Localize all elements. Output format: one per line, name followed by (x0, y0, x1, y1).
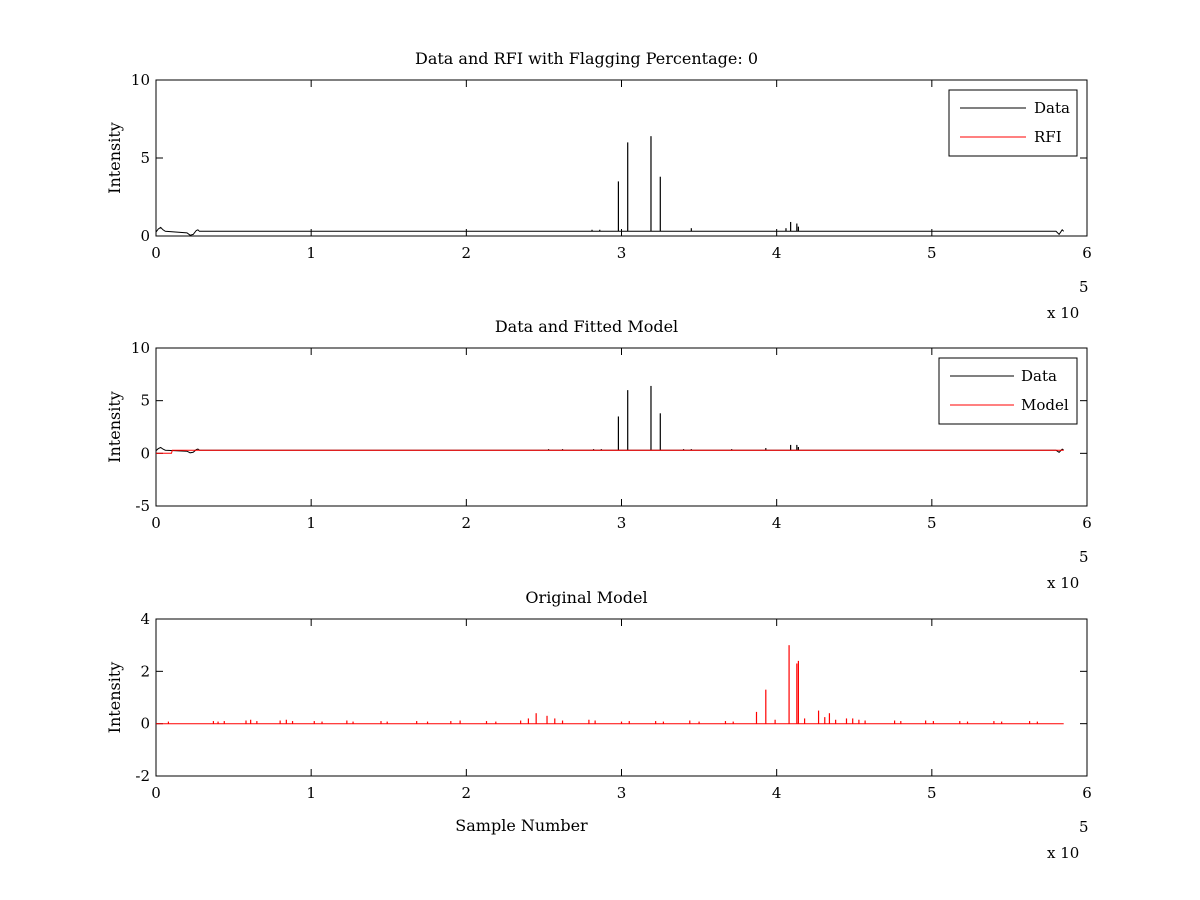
y-tick-label: 10 (131, 71, 150, 89)
y-tick-label: 0 (140, 715, 150, 733)
series-line (156, 449, 1064, 454)
x-axis-label: Sample Number (455, 816, 588, 835)
x-tick-label: 0 (151, 514, 161, 532)
y-axis-label: Intensity (105, 662, 124, 734)
axes-frame (155, 618, 1088, 777)
x-tick-label: 4 (772, 244, 782, 262)
y-tick-label: 0 (140, 444, 150, 462)
x-tick-label: 1 (306, 784, 316, 802)
x-tick-label: 3 (617, 244, 627, 262)
series-model (156, 449, 1064, 454)
axes-frame (155, 79, 1088, 237)
y-tick-label: 5 (140, 392, 150, 410)
y-tick-label: 4 (140, 610, 150, 628)
x-tick-label: 6 (1082, 244, 1092, 262)
series-line (155, 446, 1064, 454)
x-multiplier: x 105 (1047, 548, 1089, 592)
x-tick-label: 2 (462, 514, 472, 532)
legend-label: Data (1021, 367, 1057, 385)
x-multiplier-base: x 10 (1047, 304, 1079, 322)
x-multiplier-exponent: 5 (1079, 818, 1089, 836)
y-axis-label: Intensity (105, 391, 124, 463)
series-data (155, 385, 1064, 454)
chart-title: Original Model (525, 588, 647, 607)
chart-title: Data and Fitted Model (495, 317, 678, 336)
legend-label: RFI (1034, 128, 1062, 146)
x-multiplier-exponent: 5 (1079, 278, 1089, 296)
x-tick-label: 1 (306, 244, 316, 262)
y-tick-label: 2 (140, 662, 150, 680)
series-line (155, 226, 1065, 236)
x-tick-label: 5 (927, 244, 937, 262)
axes-frame (155, 347, 1088, 507)
x-tick-label: 6 (1082, 784, 1092, 802)
x-tick-label: 4 (772, 514, 782, 532)
y-tick-label: 5 (140, 149, 150, 167)
x-tick-label: 4 (772, 784, 782, 802)
chart-title: Data and RFI with Flagging Percentage: 0 (415, 49, 758, 68)
x-tick-label: 0 (151, 244, 161, 262)
legend-box (938, 357, 1078, 425)
x-multiplier-exponent: 5 (1079, 548, 1089, 566)
x-tick-label: 2 (462, 244, 472, 262)
x-tick-label: 0 (151, 784, 161, 802)
x-tick-label: 5 (927, 784, 937, 802)
x-tick-label: 3 (617, 514, 627, 532)
y-tick-label: 0 (140, 227, 150, 245)
y-tick-label: 10 (131, 339, 150, 357)
y-tick-label: -5 (135, 497, 150, 515)
x-tick-label: 2 (462, 784, 472, 802)
x-multiplier-base: x 10 (1047, 574, 1079, 592)
y-tick-label: -2 (135, 767, 150, 785)
x-tick-label: 5 (927, 514, 937, 532)
series-data (155, 136, 1065, 236)
legend: Data Model (938, 357, 1078, 425)
x-tick-label: 1 (306, 514, 316, 532)
x-multiplier: x 105 (1047, 278, 1089, 322)
x-multiplier: x 105 (1047, 818, 1089, 862)
legend: Data RFI (948, 89, 1078, 157)
legend-label: Model (1021, 396, 1069, 414)
y-axis-label: Intensity (105, 122, 124, 194)
x-multiplier-base: x 10 (1047, 844, 1079, 862)
series-model-original (156, 645, 1064, 725)
x-tick-label: 3 (617, 784, 627, 802)
x-tick-label: 6 (1082, 514, 1092, 532)
legend-label: Data (1034, 99, 1070, 117)
legend-box (948, 89, 1078, 157)
